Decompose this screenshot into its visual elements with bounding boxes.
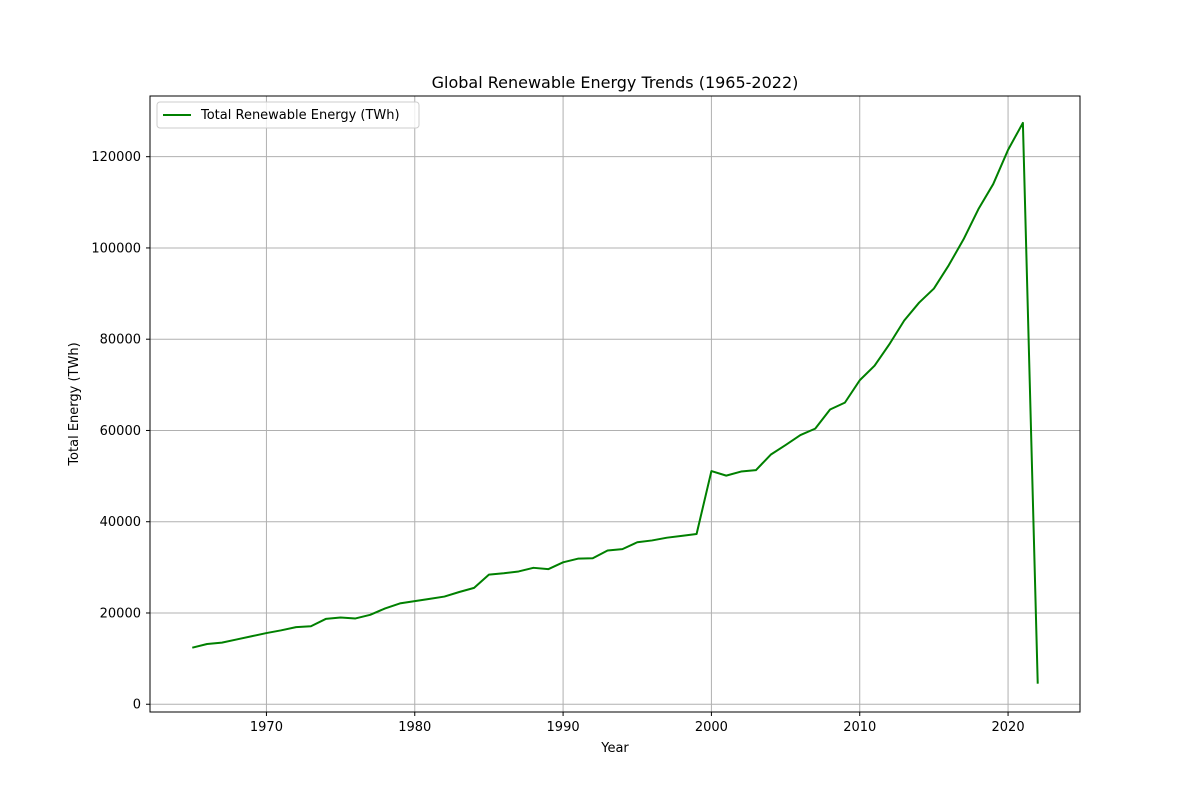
data-point-1974 [325,618,327,620]
data-point-2007 [814,428,816,430]
data-point-1971 [280,629,282,631]
data-point-1985 [488,574,490,576]
data-point-2002 [740,471,742,473]
data-point-1996 [651,539,653,541]
data-point-2014 [918,302,920,304]
data-point-1984 [473,587,475,589]
data-point-1991 [577,558,579,560]
data-point-2010 [859,379,861,381]
data-point-2020 [1007,149,1009,151]
data-point-1977 [369,614,371,616]
x-tick-label: 1970 [250,720,283,735]
y-tick-label: 80000 [100,333,141,348]
data-point-1978 [384,607,386,609]
data-point-1990 [562,561,564,563]
data-point-2017 [963,238,965,240]
x-axis: 1970 1980 1990 2000 2010 2020 [250,712,1025,735]
x-tick-label: 2010 [843,720,876,735]
data-point-2016 [948,264,950,266]
data-point-1994 [621,548,623,550]
data-point-1987 [518,570,520,572]
data-point-1969 [251,635,253,637]
data-point-1992 [592,557,594,559]
data-point-2013 [903,320,905,322]
data-point-1973 [310,625,312,627]
y-tick-label: 60000 [100,424,141,439]
data-point-1982 [443,596,445,598]
data-point-1979 [399,602,401,604]
data-point-2011 [874,365,876,367]
data-point-2001 [725,475,727,477]
data-point-1983 [458,591,460,593]
y-tick-label: 40000 [100,515,141,530]
series-line-0 [192,121,1039,684]
data-point-1965 [191,647,193,649]
data-point-1986 [503,572,505,574]
x-tick-label: 2020 [992,720,1025,735]
data-point-2004 [770,454,772,456]
x-tick-label: 1980 [398,720,431,735]
x-tick-label: 1990 [547,720,580,735]
data-point-2000 [710,470,712,472]
y-tick-label: 20000 [100,606,141,621]
data-point-1972 [295,626,297,628]
data-point-1998 [681,535,683,537]
x-axis-label: Year [600,741,629,756]
data-point-1981 [429,598,431,600]
data-point-2008 [829,408,831,410]
y-tick-label: 0 [133,698,141,713]
data-point-2009 [844,402,846,404]
data-point-1995 [636,541,638,543]
data-point-1989 [547,568,549,570]
data-point-1988 [532,567,534,569]
data-point-2021 [1022,122,1024,124]
data-point-1968 [236,638,238,640]
data-point-1980 [414,600,416,602]
data-point-2015 [933,288,935,290]
data-point-1999 [696,533,698,535]
legend-label-total-renewable-energy: Total Renewable Energy (TWh) [200,108,400,123]
data-point-2019 [992,183,994,185]
data-point-2018 [977,208,979,210]
series-layer [191,121,1039,685]
data-point-2005 [785,444,787,446]
data-point-1997 [666,537,668,539]
y-axis-label: Total Energy (TWh) [67,342,82,466]
y-axis: 0 20000 40000 60000 80000 100000 120000 [91,150,150,713]
grid-lines [150,96,1080,712]
y-tick-label: 120000 [91,150,141,165]
plot-frame [149,95,1081,713]
data-point-2003 [755,469,757,471]
x-tick-label: 2000 [695,720,728,735]
data-point-2006 [799,434,801,436]
data-point-1975 [340,617,342,619]
y-tick-label: 100000 [91,241,141,256]
data-point-1993 [607,549,609,551]
data-point-1976 [354,617,356,619]
data-point-2012 [888,343,890,345]
data-point-1970 [265,632,267,634]
legend: Total Renewable Energy (TWh) [156,101,420,129]
data-point-2022 [1037,683,1039,685]
legend-box [156,101,420,129]
chart-title: Global Renewable Energy Trends (1965-202… [432,73,799,92]
data-point-1966 [206,643,208,645]
data-point-1967 [221,642,223,644]
